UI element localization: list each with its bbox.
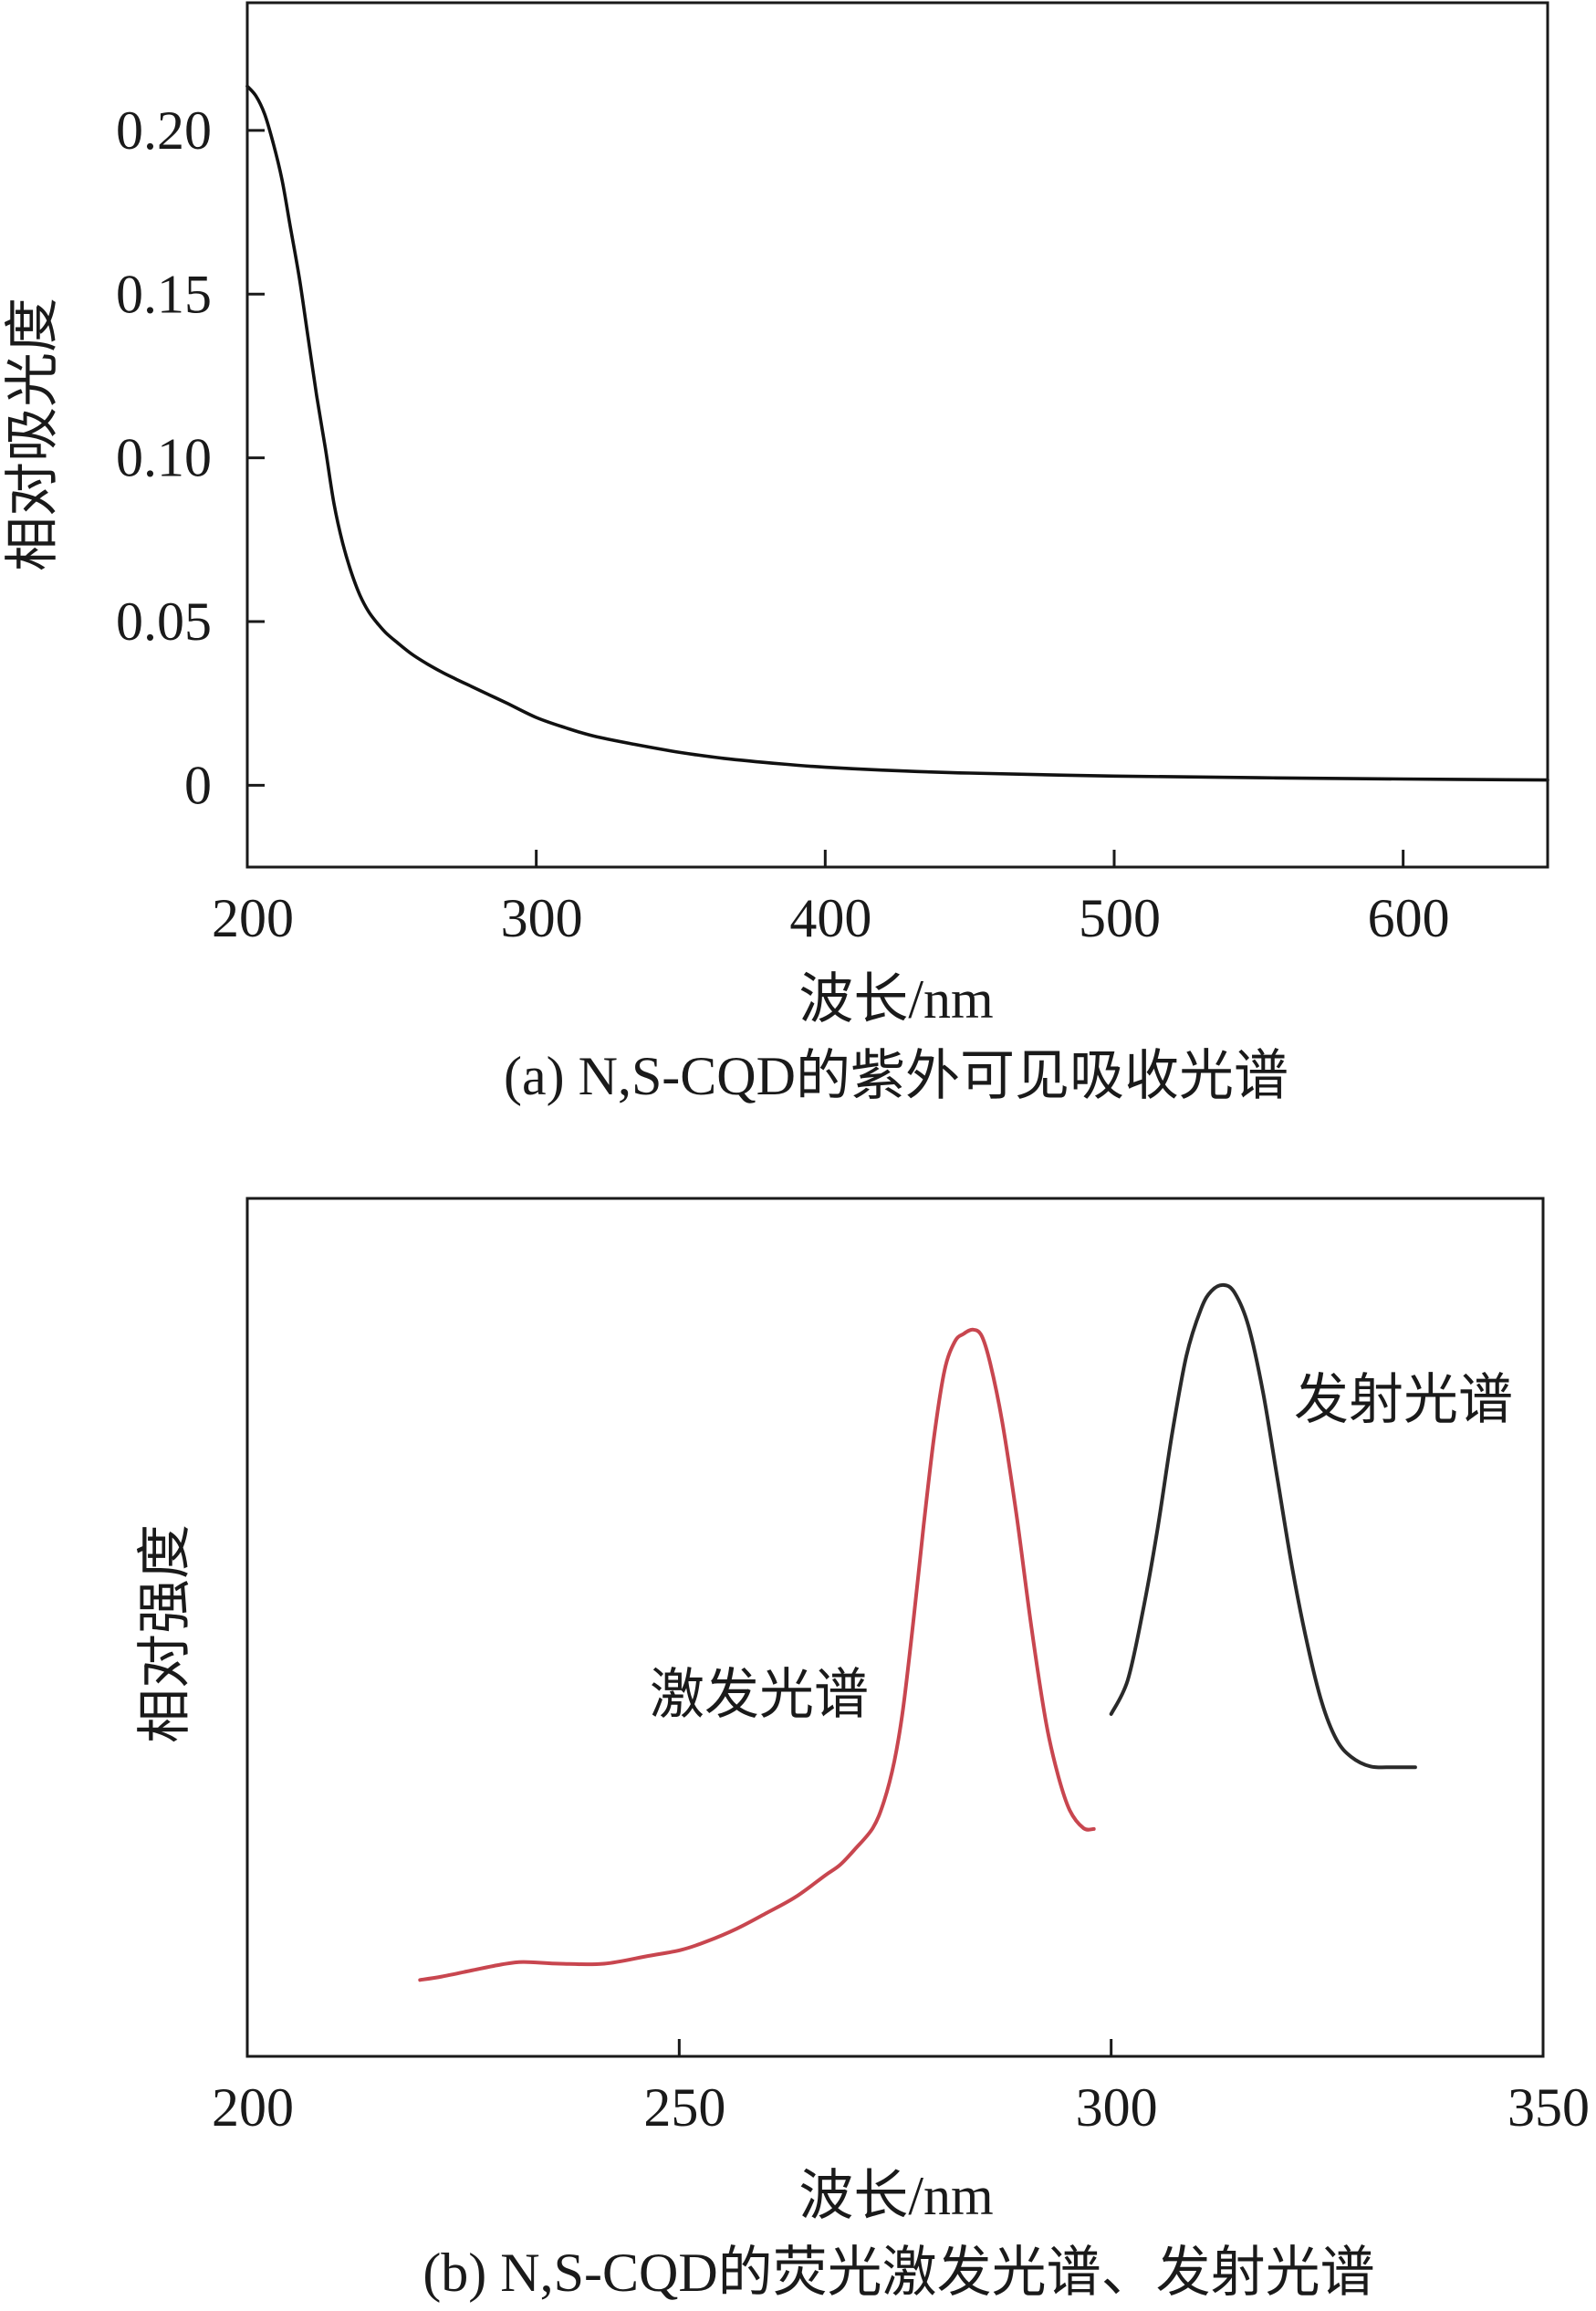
excitation-curve (418, 1327, 1096, 1982)
x-tick-label: 200 (212, 888, 294, 948)
emission-curve (1109, 1282, 1417, 1770)
figure-caption: (a) N,S-CQD的紫外可见吸收光谱 (504, 1046, 1288, 1106)
x-tick-label: 300 (1076, 2077, 1158, 2138)
x-tick-label: 350 (1507, 2077, 1590, 2138)
plot-frame (245, 1, 1549, 869)
x-tick-label: 400 (789, 888, 871, 948)
x-axis-title: 波长/nm (798, 2166, 993, 2226)
y-tick-label: 0.10 (116, 428, 212, 488)
x-tick-label: 200 (212, 2077, 294, 2138)
y-axis-title: 相对吸光度 (3, 298, 63, 571)
y-tick-label: 0.15 (116, 264, 212, 324)
chart-uv-vis-absorption: 200 300 400 500 600 0 0.05 0.10 0.15 0.20 波长/nm 相对吸… (3, 1, 1549, 1106)
y-tick-label: 0.20 (116, 100, 212, 161)
excitation-spectrum-label: 激发光谱 (650, 1665, 869, 1725)
x-axis-title: 波长/nm (798, 969, 993, 1030)
y-tick-label: 0 (184, 755, 212, 815)
absorption-curve (245, 84, 1549, 782)
x-tick-label: 500 (1079, 888, 1161, 948)
y-axis-title: 相对强度 (135, 1524, 195, 1743)
x-tick-label: 250 (643, 2077, 725, 2138)
emission-spectrum-label: 发射光谱 (1294, 1370, 1513, 1430)
chart-fluorescence-spectra: 200 250 300 350 波长/nm 相对强度 (b) N,S-CQD的荧光激发光谱、… (135, 1197, 1590, 2303)
figure-caption: (b) N,S-CQD的荧光激发光谱、发射光谱 (422, 2243, 1374, 2303)
x-tick-label: 600 (1368, 888, 1450, 948)
plot-frame (245, 1197, 1545, 2058)
x-tick-label: 300 (501, 888, 583, 948)
y-tick-label: 0.05 (116, 591, 212, 652)
